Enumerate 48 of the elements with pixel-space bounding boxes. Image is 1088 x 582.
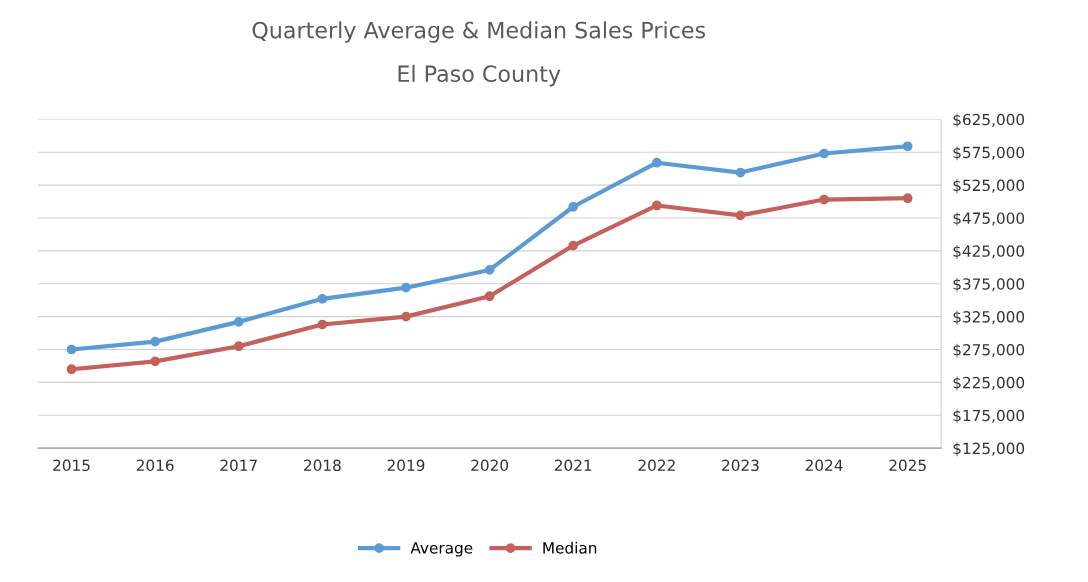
point bbox=[317, 293, 328, 304]
x-tick-label: 2017 bbox=[220, 459, 257, 472]
y-tick-label: $425,000 bbox=[953, 245, 1025, 259]
point bbox=[735, 210, 746, 221]
y-tick-label: $375,000 bbox=[953, 277, 1025, 292]
point bbox=[651, 200, 662, 211]
chart-title: Quarterly Average & Median Sales Prices bbox=[252, 21, 706, 43]
point bbox=[66, 344, 77, 355]
x-tick-label: 2020 bbox=[471, 459, 509, 472]
y-tick-label: $225,000 bbox=[953, 376, 1025, 391]
x-tick-label: 2015 bbox=[53, 459, 90, 472]
x-tick-label: 2019 bbox=[387, 459, 425, 472]
point bbox=[819, 148, 829, 159]
y-tick-label: $625,000 bbox=[953, 113, 1025, 128]
point bbox=[401, 282, 411, 293]
y-tick-label: $175,000 bbox=[953, 409, 1025, 424]
y-tick-label: $525,000 bbox=[953, 179, 1025, 194]
point bbox=[735, 167, 746, 178]
point bbox=[401, 311, 411, 322]
point bbox=[568, 201, 579, 212]
point bbox=[66, 364, 77, 375]
y-tick-label: $125,000 bbox=[953, 442, 1025, 457]
x-tick-label: 2023 bbox=[722, 459, 759, 472]
x-tick-label: 2021 bbox=[554, 459, 592, 472]
x-tick-label: 2024 bbox=[805, 459, 843, 472]
point bbox=[902, 193, 913, 204]
y-tick-label: $575,000 bbox=[953, 146, 1025, 161]
y-tick-label: $325,000 bbox=[953, 310, 1025, 325]
y-tick-label: $275,000 bbox=[953, 343, 1025, 358]
point bbox=[819, 194, 829, 205]
point bbox=[150, 336, 161, 347]
point bbox=[568, 240, 579, 251]
point bbox=[484, 291, 495, 302]
x-tick-label: 2018 bbox=[304, 459, 341, 472]
point bbox=[233, 317, 244, 327]
x-tick-label: 2022 bbox=[638, 459, 675, 472]
point bbox=[317, 319, 328, 330]
x-tick-label: 2016 bbox=[136, 459, 174, 472]
point bbox=[233, 341, 244, 352]
chart-subtitle: El Paso County bbox=[398, 64, 561, 87]
y-tick-label: $475,000 bbox=[953, 212, 1025, 227]
point bbox=[902, 141, 913, 152]
x-tick-label: 2025 bbox=[889, 459, 926, 472]
legend-label: Median bbox=[543, 541, 597, 554]
point bbox=[651, 157, 662, 168]
point bbox=[150, 356, 161, 367]
legend-label: Average bbox=[410, 542, 473, 557]
point bbox=[484, 265, 495, 275]
